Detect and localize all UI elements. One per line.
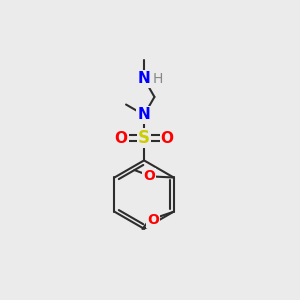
Text: N: N (138, 71, 150, 86)
Text: H: H (152, 72, 163, 86)
Text: O: O (114, 130, 128, 146)
Text: N: N (138, 107, 150, 122)
Text: O: O (143, 169, 155, 183)
Text: S: S (138, 129, 150, 147)
Text: O: O (161, 130, 174, 146)
Text: O: O (147, 213, 159, 227)
